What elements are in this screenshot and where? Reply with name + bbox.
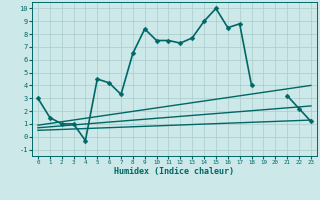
X-axis label: Humidex (Indice chaleur): Humidex (Indice chaleur)	[115, 167, 234, 176]
